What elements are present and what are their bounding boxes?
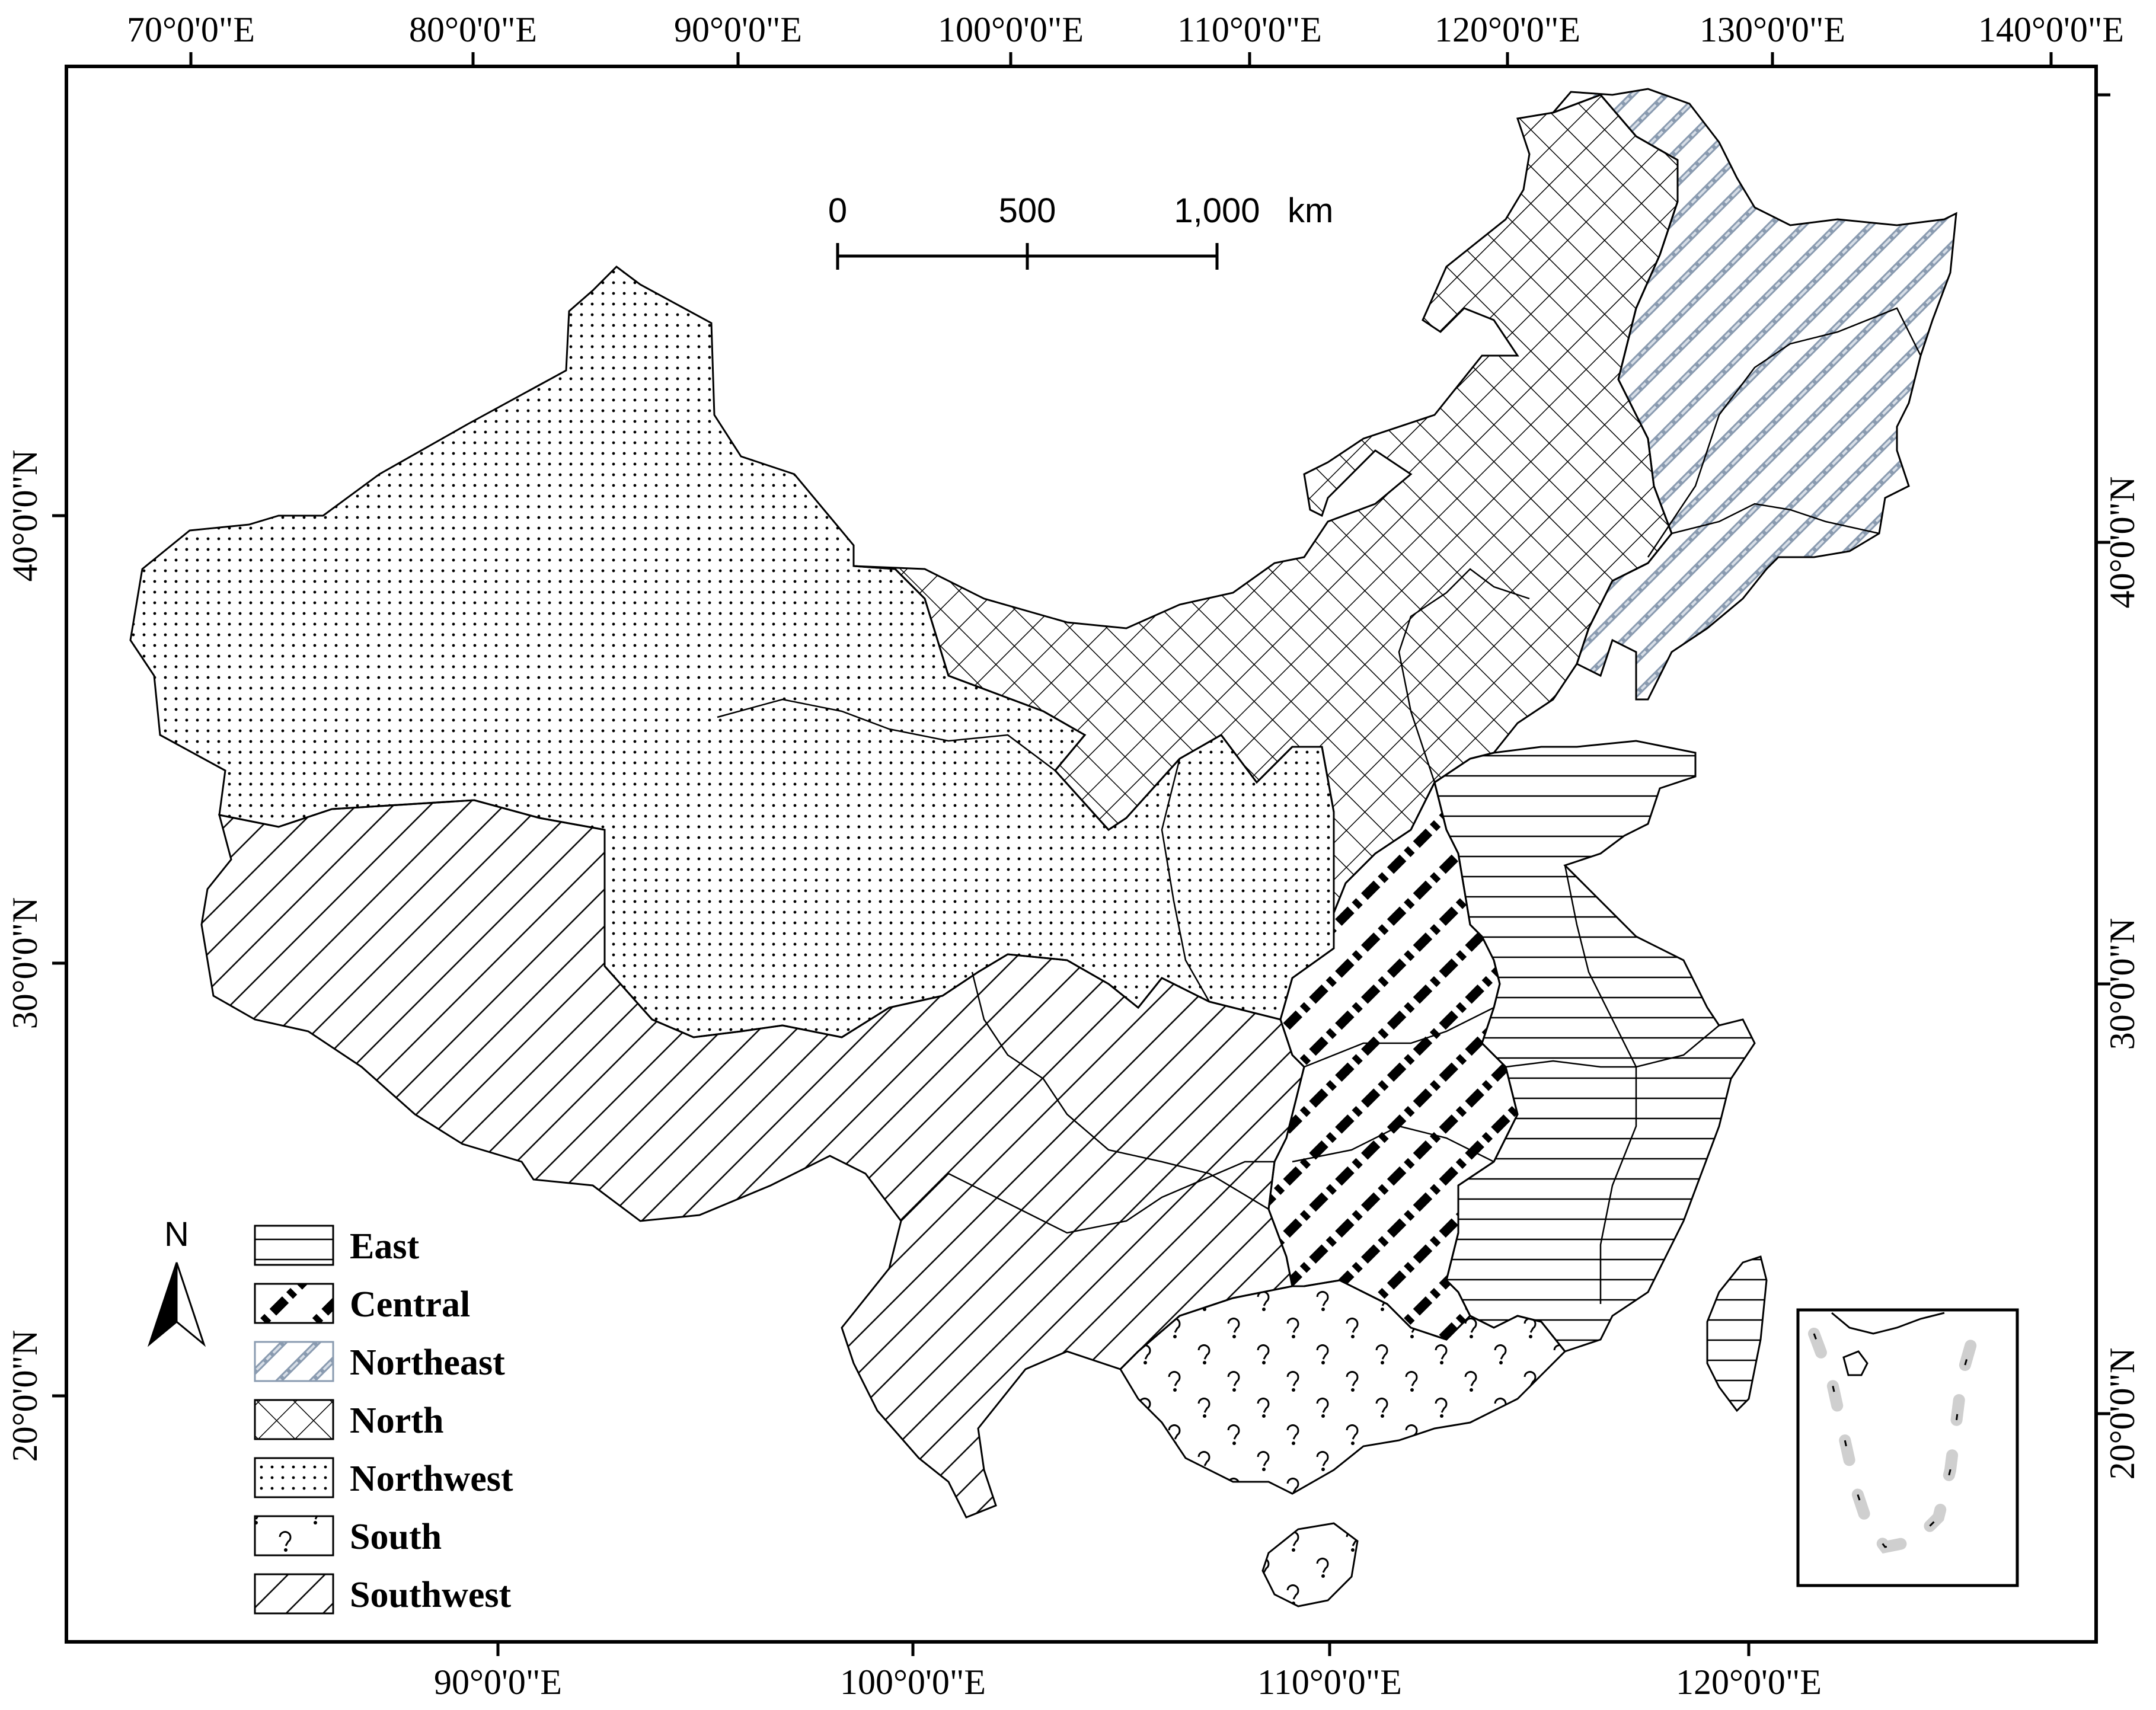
top-tick-label: 130°0'0"E [1700,10,1845,49]
bottom-tick-label: 100°0'0"E [840,1663,986,1702]
right-tick-label: 40°0'0"N [2103,477,2142,609]
province-boundary [1398,568,1530,783]
province-boundary [1161,758,1210,1002]
top-tick-label: 140°0'0"E [1978,10,2124,49]
north-arrow-icon-outline [175,1262,206,1347]
province-boundary [1505,1025,1720,1068]
inset-coastline [1831,1312,1945,1335]
province-boundary [1292,1125,1494,1163]
tick-marks [52,52,2110,1656]
scale-label-1000: 1,000 [1174,191,1260,230]
province-boundary [971,971,1269,1210]
scale-label-500: 500 [999,191,1056,230]
province-boundary [1304,1006,1494,1068]
top-tick-label: 90°0'0"E [674,10,802,49]
inset-hainan [1842,1350,1868,1376]
region-central [1267,779,1519,1341]
legend: East Central Northeast North Northwest S… [254,1225,513,1615]
north-arrow-icon [147,1262,178,1347]
region-taiwan [1706,1255,1768,1412]
bottom-tick-label: 90°0'0"E [434,1663,562,1702]
legend-label-central: Central [350,1284,470,1325]
top-tick-label: 100°0'0"E [938,10,1084,49]
top-tick-label: 120°0'0"E [1435,10,1580,49]
right-tick-label: 30°0'0"N [2103,918,2142,1050]
scale-unit: km [1288,191,1333,230]
north-arrow: N [147,1215,206,1347]
top-tick-label: 110°0'0"E [1177,10,1322,49]
legend-swatch-southwest [254,1573,334,1615]
province-boundary [1671,503,1880,535]
legend-swatch-central [254,1283,334,1324]
top-axis-labels: 70°0'0"E 80°0'0"E 90°0'0"E 100°0'0"E 110… [127,10,2124,49]
region-northeast [1552,88,1957,701]
scale-label-0: 0 [828,191,847,230]
top-tick-label: 80°0'0"E [409,10,537,49]
left-axis-labels: 40°0'0"N 30°0'0"N 20°0'0"N [5,450,44,1462]
north-arrow-label: N [164,1215,189,1254]
region-hainan [1261,1522,1359,1607]
legend-label-south: South [350,1517,442,1557]
left-tick-label: 40°0'0"N [5,450,44,582]
inset-map [1796,1308,2019,1587]
province-boundary [900,1161,1275,1234]
map-regions [129,88,1957,1607]
legend-label-northeast: Northeast [350,1343,505,1383]
bottom-tick-label: 110°0'0"E [1257,1663,1402,1702]
legend-label-northwest: Northwest [350,1459,513,1499]
legend-label-north: North [350,1401,443,1441]
legend-label-southwest: Southwest [350,1575,512,1615]
legend-swatch-south [254,1515,334,1556]
bottom-tick-label: 120°0'0"E [1676,1663,1822,1702]
legend-label-east: East [350,1226,419,1267]
legend-swatch-east [254,1225,334,1266]
top-tick-label: 70°0'0"E [127,10,255,49]
scale-bar: 0 500 1,000 km [828,191,1333,270]
province-boundary [717,698,1056,771]
map-frame [65,65,2098,1644]
left-tick-label: 20°0'0"N [5,1330,44,1462]
region-south [1119,1279,1567,1495]
inset-frame [1796,1308,2019,1587]
legend-swatch-northwest [254,1457,334,1498]
province-boundary [1647,307,1922,558]
bottom-axis-labels: 90°0'0"E 100°0'0"E 110°0'0"E 120°0'0"E [434,1663,1822,1702]
legend-swatch-north [254,1399,334,1440]
left-tick-label: 30°0'0"N [5,897,44,1030]
right-axis-labels: 40°0'0"N 30°0'0"N 20°0'0"N [2103,477,2142,1480]
legend-swatch-northeast [254,1341,334,1382]
inset-nine-dash-line-core [1813,1333,1975,1548]
right-tick-label: 20°0'0"N [2103,1348,2142,1480]
